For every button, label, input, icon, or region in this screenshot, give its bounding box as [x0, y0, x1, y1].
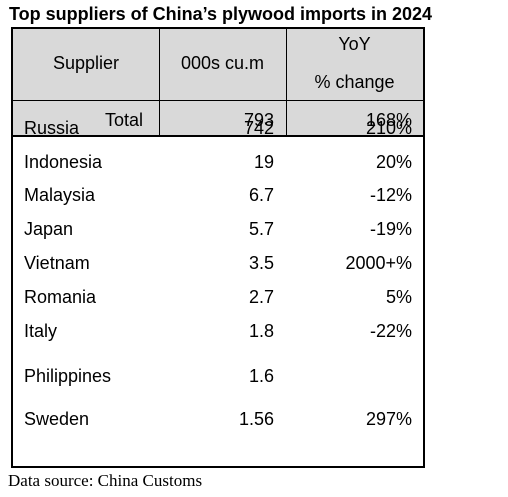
volume-cell: 3.5: [248, 253, 274, 273]
table-header: [13, 29, 423, 101]
total-volume: 793: [243, 110, 274, 130]
header-yoy: YoY: [338, 34, 371, 54]
volume-cell: 1.6: [248, 366, 274, 386]
change-cell: 210%: [365, 118, 412, 138]
change-cell: 2000+%: [345, 253, 412, 273]
change-cell: -19%: [369, 219, 412, 239]
supplier-cell: Italy: [24, 321, 58, 341]
total-label: Total: [104, 110, 143, 130]
total-change: 168%: [365, 110, 412, 130]
supplier-cell: Romania: [24, 287, 97, 307]
volume-cell: 6.7: [248, 185, 274, 205]
volume-cell: 2.7: [248, 287, 274, 307]
volume-cell: 742: [243, 118, 274, 138]
total-row: [13, 101, 423, 137]
supplier-cell: Japan: [24, 219, 74, 239]
supplier-cell: Indonesia: [24, 152, 103, 172]
supplier-cell: Vietnam: [24, 253, 90, 273]
header-change: % change: [314, 72, 395, 92]
change-cell: -12%: [369, 185, 412, 205]
volume-cell: 1.8: [248, 321, 274, 341]
table-title: Top suppliers of China’s plywood imports…: [9, 4, 433, 24]
header-volume: 000s cu.m: [180, 53, 265, 73]
change-cell: -22%: [369, 321, 412, 341]
supplier-table: Supplier 000s cu.m YoY % change Total 79…: [11, 27, 425, 468]
change-cell: 297%: [365, 409, 412, 429]
supplier-cell: Philippines: [24, 366, 112, 386]
data-source-note: Data source: China Customs: [8, 471, 203, 490]
header-supplier: Supplier: [52, 53, 120, 73]
supplier-cell: Sweden: [24, 409, 90, 429]
change-cell: 20%: [375, 152, 412, 172]
column-divider: [159, 29, 160, 137]
volume-cell: 19: [253, 152, 274, 172]
volume-cell: 5.7: [248, 219, 274, 239]
supplier-cell: Malaysia: [24, 185, 96, 205]
change-cell: 5%: [385, 287, 412, 307]
supplier-cell: Russia: [24, 118, 80, 138]
volume-cell: 1.56: [238, 409, 274, 429]
column-divider: [286, 29, 287, 137]
